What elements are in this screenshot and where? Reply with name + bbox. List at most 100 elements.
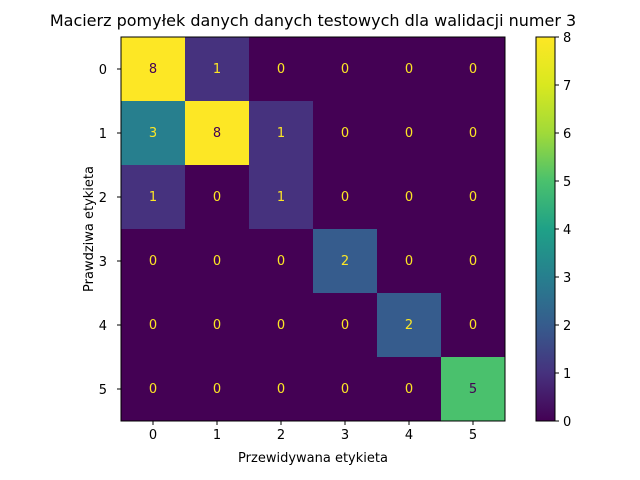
plot-frame	[120, 36, 506, 422]
heatmap-cell	[121, 165, 185, 229]
heatmap-cell	[121, 229, 185, 293]
colorbar-tick-label: 5	[563, 175, 571, 190]
cell-value-label: 5	[469, 382, 477, 397]
y-tick-label: 0	[99, 63, 107, 78]
heatmap-cell	[185, 293, 249, 357]
cell-value-label: 0	[277, 254, 285, 269]
heatmap-cells	[121, 37, 505, 421]
heatmap-cell	[121, 37, 185, 101]
cell-value-label: 0	[149, 382, 157, 397]
cell-value-label: 0	[341, 126, 349, 141]
heatmap-cell	[185, 101, 249, 165]
colorbar-tick-label: 3	[563, 271, 571, 286]
colorbar-tick-label: 6	[563, 127, 571, 142]
x-tick-label: 3	[341, 428, 349, 443]
cell-value-label: 0	[405, 126, 413, 141]
colorbar-tick-label: 7	[563, 79, 571, 94]
heatmap-cell	[121, 357, 185, 421]
cell-value-label: 1	[149, 190, 157, 205]
cell-value-label: 8	[149, 62, 157, 77]
heatmap-cell	[121, 293, 185, 357]
x-tick-label: 2	[277, 428, 285, 443]
cell-value-label: 0	[341, 190, 349, 205]
cell-value-label: 0	[405, 382, 413, 397]
heatmap-cell	[313, 37, 377, 101]
cell-value-label: 1	[277, 190, 285, 205]
heatmap-cell	[249, 293, 313, 357]
colorbar-tick-label: 8	[563, 31, 571, 46]
cell-value-label: 0	[405, 254, 413, 269]
cell-value-label: 0	[277, 62, 285, 77]
heatmap-cell	[377, 357, 441, 421]
heatmap-cell	[313, 357, 377, 421]
cell-value-label: 0	[341, 318, 349, 333]
heatmap-cell	[441, 229, 505, 293]
heatmap-cell	[441, 357, 505, 421]
colorbar-tick-label: 2	[563, 319, 571, 334]
x-tick-label: 4	[405, 428, 413, 443]
heatmap-cell	[441, 165, 505, 229]
cell-value-label: 0	[341, 62, 349, 77]
colorbar-tick-label: 4	[563, 223, 571, 238]
heatmap-cell	[377, 165, 441, 229]
heatmap-cell	[249, 101, 313, 165]
y-tick-label: 4	[99, 319, 107, 334]
heatmap-cell	[185, 357, 249, 421]
cell-value-labels: 8 1 0 0 0 0 3 8 1 0 0 0 1 0 1 0 0 0 0 0 0 2 0 0 0 0 0 0 2 0 0 0 0 0 0 5	[149, 62, 477, 397]
heatmap-cell	[313, 165, 377, 229]
cell-value-label: 0	[213, 382, 221, 397]
cell-value-label: 0	[277, 318, 285, 333]
x-tick-label: 1	[213, 428, 221, 443]
cell-value-label: 8	[213, 126, 221, 141]
heatmap-cell	[121, 101, 185, 165]
cell-value-label: 0	[213, 254, 221, 269]
heatmap-cell	[441, 101, 505, 165]
colorbar-tick-label: 1	[563, 367, 571, 382]
heatmap-cell	[377, 293, 441, 357]
cell-value-label: 0	[213, 318, 221, 333]
heatmap-cell	[313, 293, 377, 357]
cell-value-label: 1	[277, 126, 285, 141]
x-axis-label: Przewidywana etykieta	[238, 451, 388, 466]
x-tick-label: 0	[149, 428, 157, 443]
cell-value-label: 0	[341, 382, 349, 397]
cell-value-label: 0	[405, 190, 413, 205]
colorbar-tick-label: 0	[563, 415, 571, 430]
colorbar	[535, 36, 556, 422]
cell-value-label: 1	[213, 62, 221, 77]
heatmap-cell	[249, 357, 313, 421]
y-tick-label: 5	[99, 383, 107, 398]
axes: 0 1 2 3 4 5 0 1 2 3 4 5	[99, 63, 477, 443]
cell-value-label: 0	[469, 254, 477, 269]
cell-value-label: 2	[405, 318, 413, 333]
heatmap-cell	[377, 37, 441, 101]
heatmap-cell	[313, 229, 377, 293]
heatmap-cell	[249, 229, 313, 293]
heatmap-cell	[441, 37, 505, 101]
heatmap-cell	[377, 101, 441, 165]
cell-value-label: 3	[149, 126, 157, 141]
cell-value-label: 2	[341, 254, 349, 269]
chart-title: Macierz pomyłek danych danych testowych …	[49, 11, 577, 30]
x-tick-label: 5	[469, 428, 477, 443]
cell-value-label: 0	[277, 382, 285, 397]
heatmap-cell	[249, 165, 313, 229]
heatmap-cell	[441, 293, 505, 357]
heatmap-cell	[185, 165, 249, 229]
cell-value-label: 0	[469, 318, 477, 333]
heatmap-cell	[377, 229, 441, 293]
heatmap-cell	[185, 229, 249, 293]
cell-value-label: 0	[469, 190, 477, 205]
colorbar-ticks: 0 1 2 3 4 5 6 7 8	[555, 31, 571, 430]
cell-value-label: 0	[469, 62, 477, 77]
heatmap-cell	[185, 37, 249, 101]
y-axis-label: Prawdziwa etykieta	[82, 166, 97, 292]
heatmap-cell	[313, 101, 377, 165]
y-tick-label: 2	[99, 191, 107, 206]
y-tick-label: 3	[99, 255, 107, 270]
cell-value-label: 0	[405, 62, 413, 77]
cell-value-label: 0	[213, 190, 221, 205]
cell-value-label: 0	[469, 126, 477, 141]
cell-value-label: 0	[149, 318, 157, 333]
